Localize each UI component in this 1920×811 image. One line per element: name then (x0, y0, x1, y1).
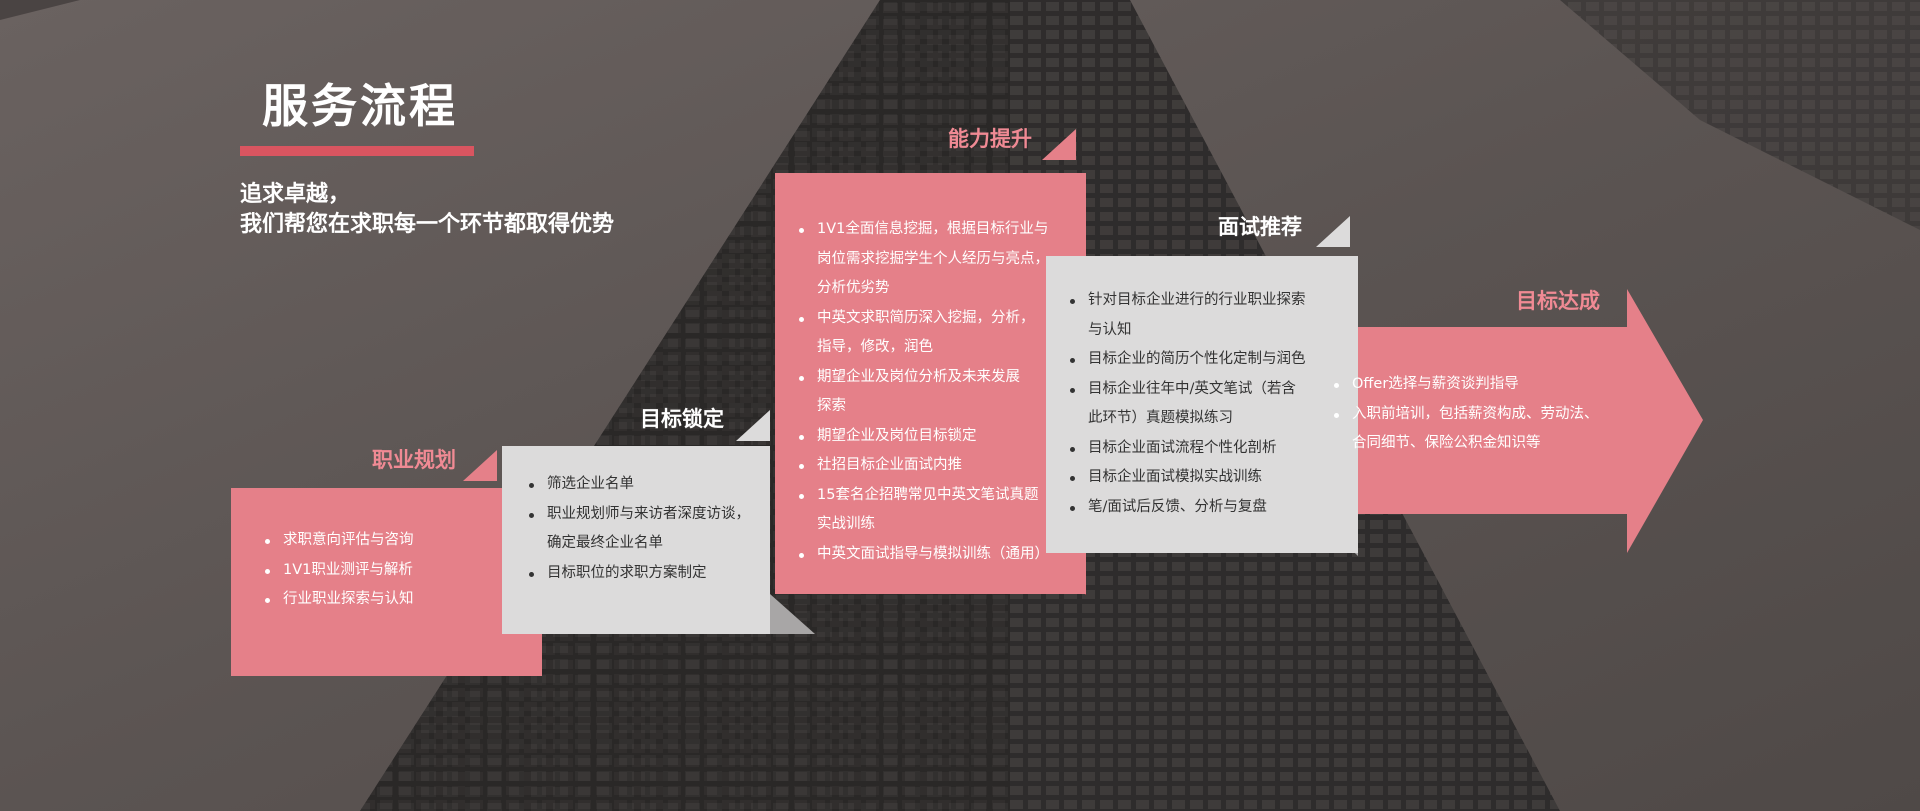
step-4-card: 针对目标企业进行的行业职业探索 与认知 目标企业的简历个性化定制与润色 目标企业往… (1046, 256, 1358, 553)
step-4-label: 面试推荐 (1218, 215, 1302, 239)
slogan-line-2: 我们帮您在求职每一个环节都取得优势 (240, 212, 615, 237)
list-item: 目标企业面试模拟实战训练 (1068, 463, 1358, 493)
list-item: 目标企业面试流程个性化剖析 (1068, 434, 1358, 464)
list-item: 目标企业往年中/英文笔试（若含 此环节）真题模拟练习 (1068, 375, 1358, 434)
list-item: 职业规划师与来访者深度访谈， 确定最终企业名单 (527, 500, 770, 559)
slogan-line-1: 追求卓越， (240, 182, 351, 207)
step-2-bottom-shadow (770, 594, 815, 634)
step-2-fold-corner (736, 410, 770, 441)
list-item: 筛选企业名单 (527, 470, 770, 500)
list-item: 目标企业的简历个性化定制与润色 (1068, 345, 1358, 375)
list-item: 求职意向评估与咨询 (263, 526, 542, 556)
list-item: 1V1职业测评与解析 (263, 556, 542, 586)
step-1-fold-corner (463, 450, 497, 481)
step-4-list: 针对目标企业进行的行业职业探索 与认知 目标企业的简历个性化定制与润色 目标企业往… (1068, 286, 1358, 522)
step-3-card: 1V1全面信息挖掘，根据目标行业与 岗位需求挖掘学生个人经历与亮点， 分析优劣势 中… (775, 173, 1086, 594)
title-underline (240, 146, 474, 156)
list-item: 中英文求职简历深入挖掘，分析， 指导，修改，润色 (797, 304, 1086, 363)
step-1-card: 求职意向评估与咨询 1V1职业测评与解析 行业职业探索与认知 (231, 488, 542, 676)
step-3-fold-corner (1042, 129, 1076, 160)
step-2-card: 筛选企业名单 职业规划师与来访者深度访谈， 确定最终企业名单 目标职位的求职方案制… (502, 446, 770, 634)
step-3-label: 能力提升 (948, 127, 1032, 151)
list-item: 1V1全面信息挖掘，根据目标行业与 岗位需求挖掘学生个人经历与亮点， 分析优劣势 (797, 215, 1086, 304)
step-1-list: 求职意向评估与咨询 1V1职业测评与解析 行业职业探索与认知 (263, 526, 542, 615)
list-item: 针对目标企业进行的行业职业探索 与认知 (1068, 286, 1358, 345)
step-2-list: 筛选企业名单 职业规划师与来访者深度访谈， 确定最终企业名单 目标职位的求职方案制… (527, 470, 770, 588)
step-4-fold-corner (1316, 216, 1350, 247)
step-5-arrow (1319, 289, 1703, 553)
list-item: 目标职位的求职方案制定 (527, 559, 770, 589)
step-5-list: Offer选择与薪资谈判指导 入职前培训，包括薪资构成、劳动法、 合同细节、保险公… (1332, 370, 1632, 459)
step-3-list: 1V1全面信息挖掘，根据目标行业与 岗位需求挖掘学生个人经历与亮点， 分析优劣势 中… (797, 215, 1086, 569)
list-item: 入职前培训，包括薪资构成、劳动法、 合同细节、保险公积金知识等 (1332, 400, 1632, 459)
step-2-label: 目标锁定 (640, 407, 724, 431)
list-item: 期望企业及岗位分析及未来发展 探索 (797, 363, 1086, 422)
step-5-content: Offer选择与薪资谈判指导 入职前培训，包括薪资构成、劳动法、 合同细节、保险公… (1332, 370, 1632, 459)
list-item: 中英文面试指导与模拟训练（通用） (797, 540, 1086, 570)
list-item: 15套名企招聘常见中英文笔试真题 实战训练 (797, 481, 1086, 540)
step-5-label: 目标达成 (1516, 289, 1600, 313)
list-item: Offer选择与薪资谈判指导 (1332, 370, 1632, 400)
list-item: 期望企业及岗位目标锁定 (797, 422, 1086, 452)
page-title: 服务流程 (262, 79, 458, 133)
slogan: 追求卓越， 我们帮您在求职每一个环节都取得优势 (240, 180, 614, 240)
list-item: 笔/面试后反馈、分析与复盘 (1068, 493, 1358, 523)
step-1-label: 职业规划 (372, 448, 456, 472)
list-item: 行业职业探索与认知 (263, 585, 542, 615)
list-item: 社招目标企业面试内推 (797, 451, 1086, 481)
